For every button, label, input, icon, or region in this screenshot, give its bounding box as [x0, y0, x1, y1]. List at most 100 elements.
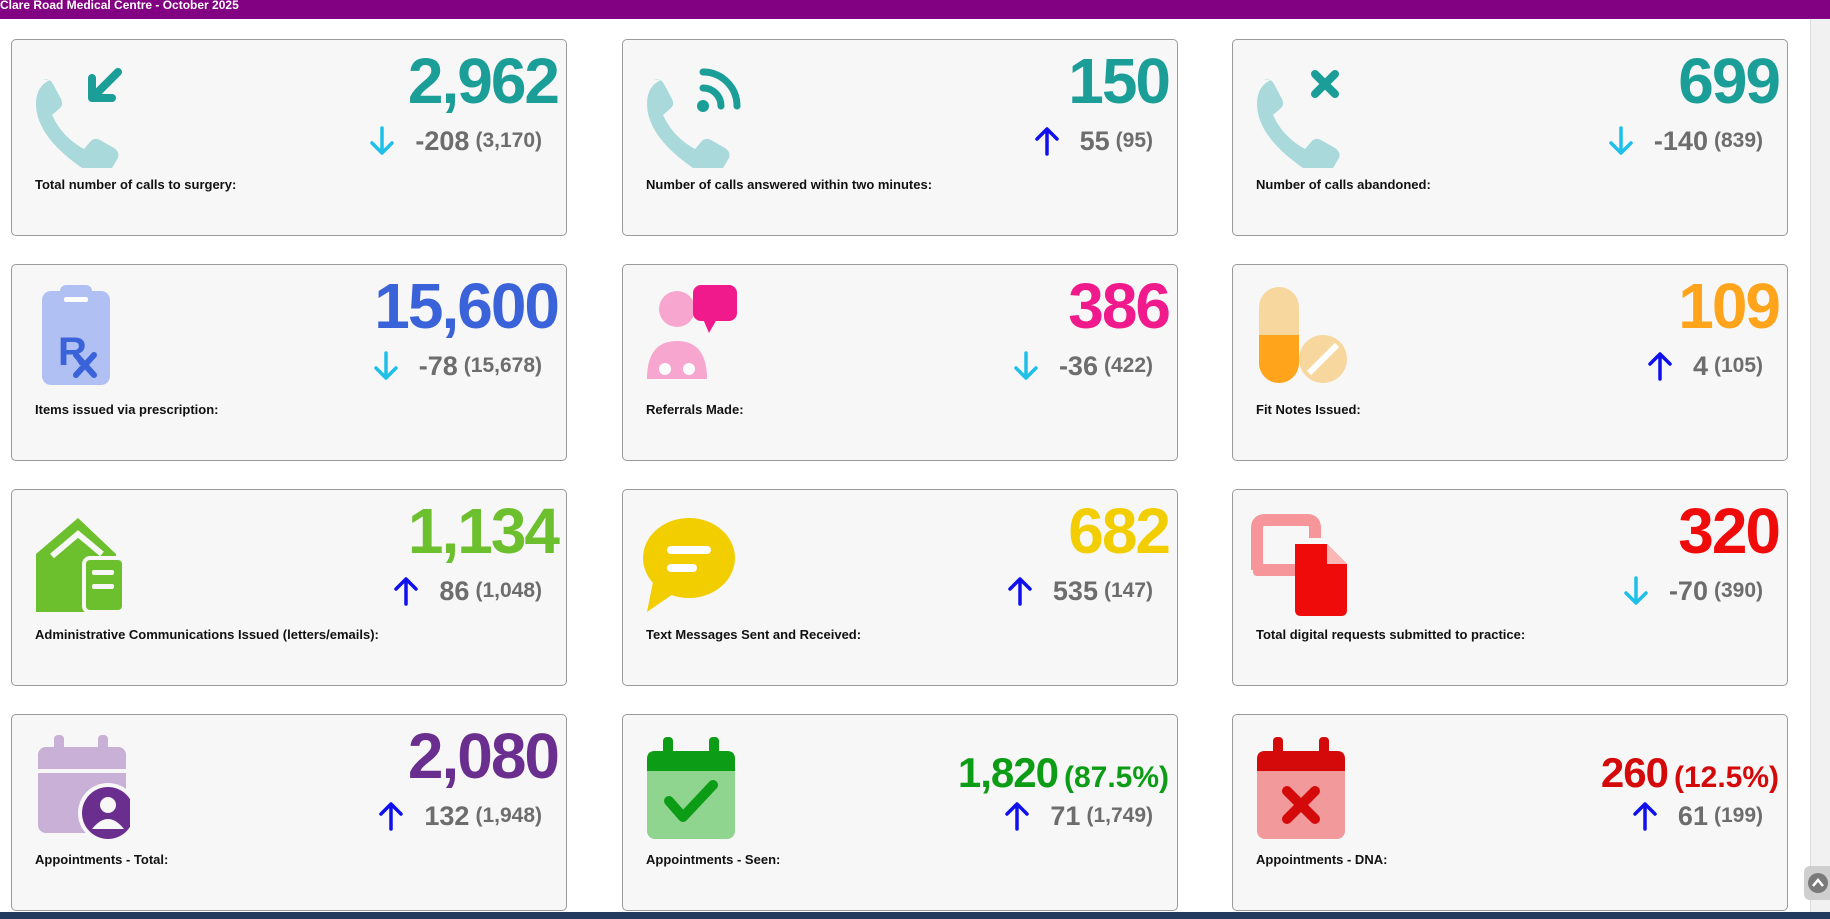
kpi-percent: (87.5%): [1063, 761, 1169, 794]
arrow-up-icon: [378, 801, 404, 831]
kpi-change-value: 55: [1079, 126, 1110, 156]
phone-answered-icon: [641, 58, 741, 173]
kpi-card: 1,134 86 (1,048) Administrative Communicat…: [11, 489, 567, 686]
kpi-previous-value: (15,678): [463, 354, 542, 377]
kpi-change: 4 (105): [1647, 349, 1763, 383]
arrow-down-icon: [1608, 126, 1634, 156]
kpi-value-number: 386: [1068, 270, 1171, 342]
taskbar: [0, 912, 1830, 919]
calendar-user-icon: [30, 733, 138, 843]
kpi-value-number: 15,600: [374, 270, 560, 342]
arrow-up-icon: [393, 576, 419, 606]
phone-incoming-icon: [30, 58, 130, 173]
kpi-previous-value: (422): [1103, 354, 1153, 377]
kpi-change-value: -140: [1653, 126, 1708, 156]
kpi-label: Number of calls abandoned:: [1256, 177, 1431, 192]
arrow-up-icon: [1632, 801, 1658, 831]
kpi-previous-value: (839): [1713, 129, 1763, 152]
kpi-change: -36 (422): [1013, 349, 1153, 383]
kpi-change: 86 (1,048): [393, 574, 542, 608]
kpi-change: -70 (390): [1623, 574, 1763, 608]
kpi-card: 260 (12.5%) 61 (199) Appointments - DNA:: [1232, 714, 1788, 911]
kpi-change: 132 (1,948): [378, 799, 542, 833]
fit-note-pills-icon: [1251, 283, 1351, 393]
kpi-change-value: -208: [415, 126, 470, 156]
arrow-down-icon: [373, 351, 399, 381]
text-message-icon: [641, 508, 741, 618]
kpi-value: 150: [1068, 45, 1171, 117]
page-title: Clare Road Medical Centre - October 2025: [0, 0, 239, 12]
kpi-previous-value: (105): [1713, 354, 1763, 377]
kpi-label: Appointments - DNA:: [1256, 852, 1388, 867]
kpi-change-value: -78: [418, 351, 458, 381]
kpi-previous-value: (1,749): [1086, 804, 1153, 827]
vertical-scrollbar[interactable]: [1810, 19, 1830, 912]
kpi-value: 15,600: [374, 270, 560, 342]
arrow-down-icon: [369, 126, 395, 156]
kpi-change-value: 61: [1677, 801, 1708, 831]
kpi-value: 682: [1068, 495, 1171, 567]
kpi-value: 109: [1678, 270, 1781, 342]
kpi-value-number: 320: [1678, 495, 1781, 567]
kpi-change: 55 (95): [1034, 124, 1153, 158]
kpi-change-value: 4: [1692, 351, 1708, 381]
arrow-up-icon: [1007, 576, 1033, 606]
kpi-label: Number of calls answered within two minu…: [646, 177, 933, 192]
kpi-previous-value: (1,948): [475, 804, 542, 827]
kpi-label: Administrative Communications Issued (le…: [35, 627, 379, 642]
arrow-up-icon: [1034, 126, 1060, 156]
kpi-change: -140 (839): [1608, 124, 1763, 158]
kpi-label: Total number of calls to surgery:: [35, 177, 237, 192]
kpi-label: Appointments - Seen:: [646, 852, 781, 867]
kpi-value: 320: [1678, 495, 1781, 567]
kpi-change: 71 (1,749): [1004, 799, 1153, 833]
kpi-change: -208 (3,170): [369, 124, 542, 158]
digital-request-icon: [1251, 508, 1351, 618]
dashboard-header: Clare Road Medical Centre - October 2025: [0, 0, 1830, 19]
kpi-value: 699: [1678, 45, 1781, 117]
kpi-change-value: 86: [439, 576, 470, 606]
chevron-up-icon: [1808, 873, 1828, 893]
kpi-change: -78 (15,678): [373, 349, 542, 383]
kpi-previous-value: (147): [1103, 579, 1153, 602]
kpi-change-value: -36: [1058, 351, 1098, 381]
kpi-card: 320 -70 (390) Total digital requests submi…: [1232, 489, 1788, 686]
kpi-value: 260 (12.5%): [1601, 737, 1779, 814]
kpi-label: Fit Notes Issued:: [1256, 402, 1361, 417]
kpi-card: 1,820 (87.5%) 71 (1,749) Appointments - See…: [622, 714, 1178, 911]
kpi-label: Total digital requests submitted to prac…: [1256, 627, 1526, 642]
phone-abandoned-icon: [1251, 58, 1351, 173]
referral-icon: [641, 283, 741, 393]
kpi-value: 2,962: [408, 45, 560, 117]
kpi-previous-value: (199): [1713, 804, 1763, 827]
kpi-label: Text Messages Sent and Received:: [646, 627, 862, 642]
kpi-value: 1,134: [408, 495, 560, 567]
kpi-previous-value: (1,048): [475, 579, 542, 602]
calendar-cross-icon: [1251, 733, 1351, 843]
kpi-change-value: 535: [1052, 576, 1098, 606]
kpi-card: 386 -36 (422) Referrals Made:: [622, 264, 1178, 461]
kpi-percent: (12.5%): [1673, 761, 1779, 794]
kpi-card: 682 535 (147) Text Messages Sent and Recei…: [622, 489, 1178, 686]
kpi-change-value: -70: [1668, 576, 1708, 606]
kpi-label: Items issued via prescription:: [35, 402, 219, 417]
kpi-value-number: 150: [1068, 45, 1171, 117]
kpi-value-number: 2,080: [407, 720, 560, 792]
kpi-change-value: 71: [1050, 801, 1081, 831]
kpi-change: 61 (199): [1632, 799, 1763, 833]
kpi-value-number: 1,820: [957, 749, 1059, 796]
kpi-value-number: 682: [1068, 495, 1171, 567]
kpi-previous-value: (3,170): [475, 129, 542, 152]
admin-letter-icon: [30, 508, 130, 618]
kpi-change-value: 132: [424, 801, 470, 831]
kpi-change: 535 (147): [1007, 574, 1153, 608]
kpi-value: 386: [1068, 270, 1171, 342]
kpi-value: 1,820 (87.5%): [958, 737, 1169, 814]
arrow-down-icon: [1623, 576, 1649, 606]
kpi-card: 2,080 132 (1,948) Appointments - Total:: [11, 714, 567, 911]
arrow-up-icon: [1004, 801, 1030, 831]
kpi-value-number: 699: [1678, 45, 1781, 117]
kpi-label: Referrals Made:: [646, 402, 744, 417]
kpi-card: 699 -140 (839) Number of calls abandoned:: [1232, 39, 1788, 236]
scroll-to-top-button[interactable]: [1804, 866, 1830, 900]
